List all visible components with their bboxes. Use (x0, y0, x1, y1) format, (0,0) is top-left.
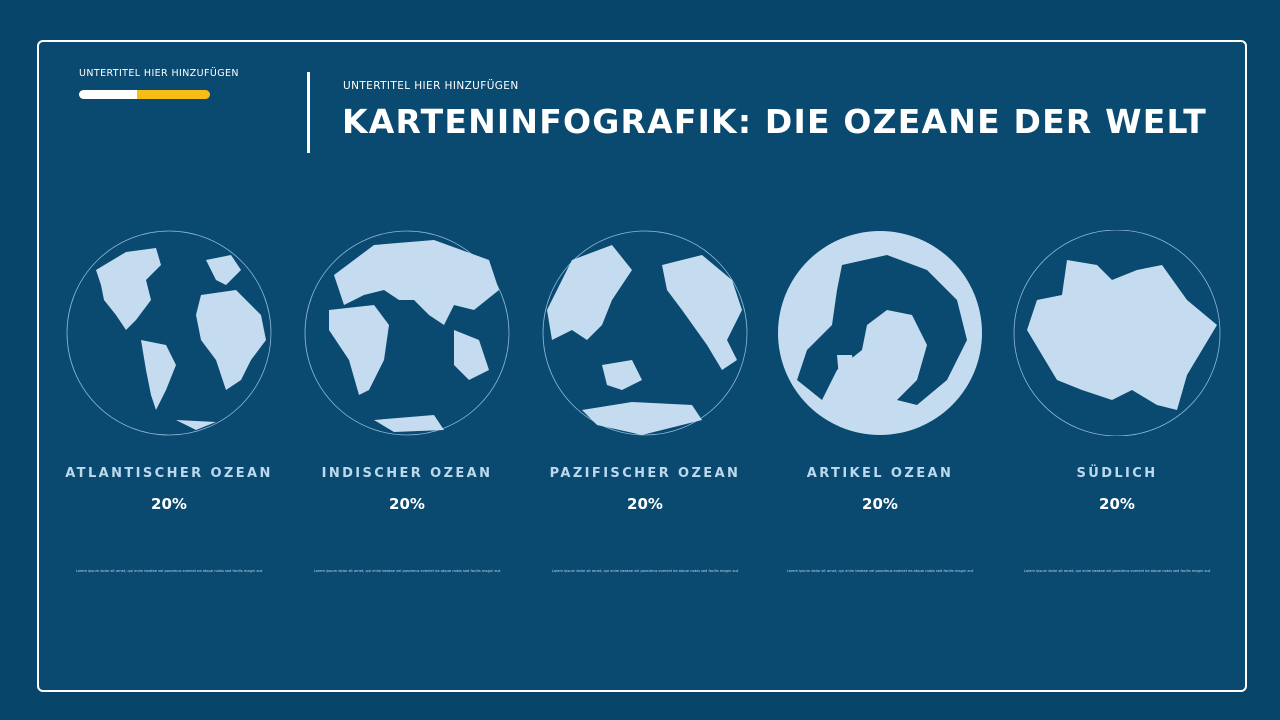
divider (307, 72, 310, 153)
globe-indian-icon (304, 230, 510, 436)
subtitle-right: UNTERTITEL HIER HINZUFÜGEN (343, 80, 519, 92)
ocean-percent: 20% (151, 495, 187, 513)
progress-bar (79, 90, 210, 99)
ocean-name: INDISCHER OZEAN (321, 466, 493, 481)
globe-southern-icon (1013, 230, 1221, 436)
ocean-name: SÜDLICH (1076, 466, 1158, 481)
ocean-southern: SÜDLICH 20% Lorem ipsum dolor sit amet, … (1012, 230, 1222, 573)
globe-pacific-icon (542, 230, 748, 436)
ocean-description: Lorem ipsum dolor sit amet, qui enim bea… (1023, 569, 1211, 573)
ocean-arctic: ARTIKEL OZEAN 20% Lorem ipsum dolor sit … (775, 230, 985, 573)
ocean-description: Lorem ipsum dolor sit amet, qui enim bea… (551, 569, 739, 573)
globe-atlantic-icon (66, 230, 272, 436)
ocean-description: Lorem ipsum dolor sit amet, qui enim bea… (75, 569, 263, 573)
ocean-indian: INDISCHER OZEAN 20% Lorem ipsum dolor si… (302, 230, 512, 573)
ocean-description: Lorem ipsum dolor sit amet, qui enim bea… (786, 569, 974, 573)
ocean-pacific: PAZIFISCHER OZEAN 20% Lorem ipsum dolor … (540, 230, 750, 573)
ocean-name: PAZIFISCHER OZEAN (549, 466, 741, 481)
globe-arctic-icon (778, 231, 982, 435)
ocean-atlantic: ATLANTISCHER OZEAN 20% Lorem ipsum dolor… (64, 230, 274, 573)
ocean-name: ATLANTISCHER OZEAN (65, 466, 273, 481)
ocean-percent: 20% (1099, 495, 1135, 513)
page-title: KARTENINFOGRAFIK: DIE OZEANE DER WELT (342, 102, 1207, 141)
ocean-name: ARTIKEL OZEAN (806, 466, 954, 481)
ocean-percent: 20% (862, 495, 898, 513)
ocean-description: Lorem ipsum dolor sit amet, qui enim bea… (313, 569, 501, 573)
progress-fill (79, 90, 137, 99)
subtitle-left: UNTERTITEL HIER HINZUFÜGEN (79, 68, 239, 79)
ocean-percent: 20% (389, 495, 425, 513)
ocean-percent: 20% (627, 495, 663, 513)
